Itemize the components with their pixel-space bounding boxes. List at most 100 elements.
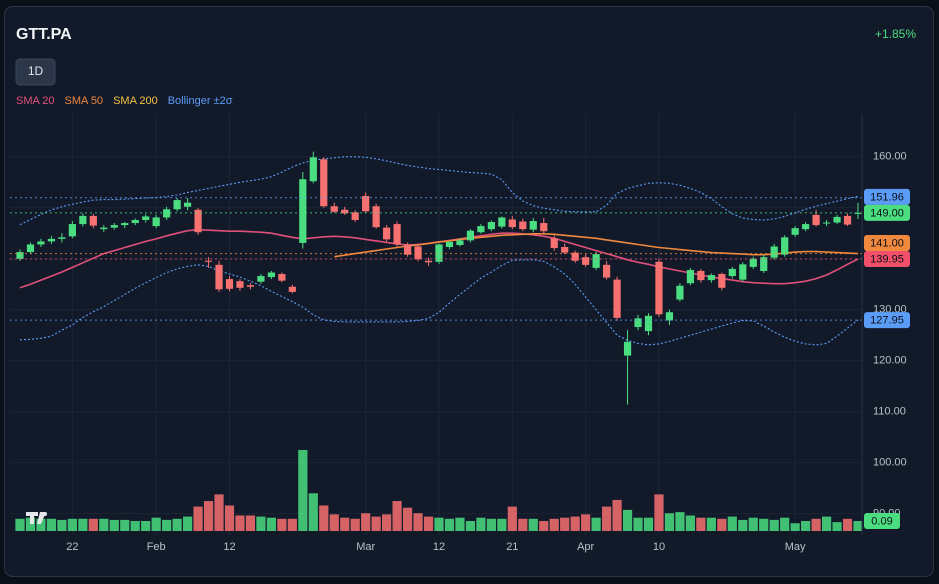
volume-bar bbox=[738, 519, 748, 531]
volume-bar bbox=[654, 494, 664, 531]
volume-bar bbox=[717, 518, 727, 531]
volume-bar bbox=[350, 518, 360, 531]
candle-body bbox=[131, 219, 139, 224]
x-tick-label: Feb bbox=[147, 541, 166, 553]
x-tick-label: 12 bbox=[433, 541, 445, 553]
candle-body bbox=[833, 216, 841, 223]
symbol: GTT.PA bbox=[16, 26, 72, 43]
candle-body bbox=[320, 159, 328, 207]
volume-bar bbox=[78, 518, 88, 531]
candle-body bbox=[582, 257, 590, 265]
volume-bar bbox=[518, 518, 528, 531]
volume-bar bbox=[141, 521, 151, 531]
volume-bar bbox=[25, 517, 36, 531]
candle-body bbox=[498, 217, 506, 227]
candle-body bbox=[173, 200, 181, 210]
volume-bar bbox=[507, 506, 517, 531]
x-tick-label: 22 bbox=[66, 541, 78, 553]
candle-body bbox=[16, 252, 24, 259]
volume-bar bbox=[727, 516, 737, 531]
volume-bar bbox=[853, 521, 863, 531]
candle-body bbox=[781, 237, 789, 255]
candle-body bbox=[362, 196, 370, 212]
candle-body bbox=[477, 226, 485, 233]
volume-bar bbox=[622, 509, 633, 531]
card bbox=[4, 6, 934, 577]
x-tick-label: 10 bbox=[653, 541, 665, 553]
plot bbox=[10, 114, 863, 535]
volume-bar bbox=[266, 517, 276, 531]
candle-body bbox=[246, 285, 255, 287]
volume-bar bbox=[581, 514, 591, 531]
legend: SMA 20 SMA 50 SMA 200 Bollinger ±2σ bbox=[16, 95, 233, 107]
volume-bar bbox=[413, 513, 423, 531]
volume-bar bbox=[120, 519, 130, 531]
volume-bar bbox=[780, 517, 790, 531]
legend-entry: SMA 20 bbox=[16, 95, 55, 107]
candle-body bbox=[330, 206, 338, 212]
candle-body bbox=[89, 215, 97, 226]
volume-bar bbox=[224, 505, 235, 531]
timeframe-label[interactable]: 1D bbox=[28, 64, 44, 78]
price-label-bg bbox=[864, 204, 910, 221]
candle-body bbox=[854, 212, 862, 214]
candle-body bbox=[623, 341, 632, 356]
candle-body bbox=[215, 264, 223, 290]
volume-bar bbox=[256, 516, 266, 531]
candle-body bbox=[802, 224, 810, 230]
volume-bar bbox=[434, 517, 444, 531]
candle-body bbox=[100, 227, 108, 230]
volume-bar bbox=[549, 518, 559, 531]
timeframe-button[interactable] bbox=[15, 58, 56, 86]
candle-body bbox=[299, 179, 307, 243]
candle-body bbox=[655, 261, 663, 315]
y-tick-label: 160.00 bbox=[873, 151, 907, 163]
candle-body bbox=[760, 257, 768, 271]
volume-bar bbox=[329, 514, 339, 531]
x-tick-label: Mar bbox=[356, 541, 375, 553]
candle-body bbox=[372, 206, 380, 228]
volume-bar bbox=[235, 515, 245, 531]
price-label: 139.95 bbox=[870, 253, 904, 265]
candle-body bbox=[194, 209, 202, 233]
volume-bar bbox=[465, 521, 476, 531]
candle-body bbox=[540, 223, 548, 232]
volume-bar bbox=[308, 493, 318, 531]
volume-bar bbox=[151, 517, 161, 531]
candle-body bbox=[529, 221, 537, 230]
volume-bar bbox=[486, 518, 496, 531]
candle-body bbox=[456, 240, 464, 245]
candle-body bbox=[445, 241, 454, 248]
logo-part bbox=[43, 512, 47, 516]
candle-body bbox=[665, 312, 674, 321]
volume-bar bbox=[560, 517, 570, 531]
volume-bar bbox=[172, 518, 182, 531]
candle-body bbox=[309, 157, 317, 182]
volume-label-bg bbox=[864, 513, 900, 530]
candle-body bbox=[843, 215, 852, 225]
y-tick-label: 100.00 bbox=[873, 457, 907, 469]
volume-bar bbox=[696, 517, 706, 531]
volume-bar bbox=[88, 518, 98, 531]
volume-bar bbox=[497, 518, 507, 531]
volume-bar bbox=[811, 518, 821, 531]
candle-body bbox=[707, 275, 715, 281]
volume-bar bbox=[675, 512, 685, 531]
candle-body bbox=[288, 286, 296, 292]
volume-bar bbox=[759, 518, 769, 531]
candle-body bbox=[592, 254, 600, 268]
candle-body bbox=[644, 315, 653, 332]
volume-bar bbox=[67, 518, 77, 531]
candle-body bbox=[603, 264, 611, 278]
x-tick-label: May bbox=[785, 541, 806, 553]
x-tick-label: 21 bbox=[506, 541, 518, 553]
volume-bar bbox=[528, 518, 538, 531]
volume-bar bbox=[612, 499, 622, 531]
volume-bar bbox=[790, 523, 800, 531]
candle-body bbox=[770, 246, 778, 258]
candle-body bbox=[47, 238, 56, 242]
candle-body bbox=[414, 246, 422, 260]
price-label-bg bbox=[864, 312, 910, 329]
volume-bar bbox=[277, 518, 287, 531]
candle-body bbox=[686, 269, 694, 284]
